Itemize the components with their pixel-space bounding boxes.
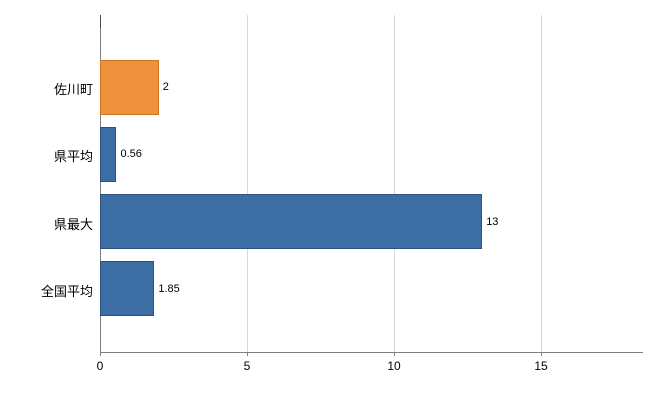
gridline xyxy=(394,15,395,352)
x-tick-label: 10 xyxy=(387,359,401,373)
bar-4 xyxy=(100,261,155,317)
y-axis-line xyxy=(100,15,101,352)
x-tick-label: 0 xyxy=(96,359,104,373)
bar-1 xyxy=(100,59,159,115)
x-tick-label: 15 xyxy=(534,359,548,373)
bar-3 xyxy=(100,194,483,250)
bar-2 xyxy=(100,126,117,182)
category-label: 県最大 xyxy=(53,216,93,232)
x-axis-tick xyxy=(100,352,101,356)
category-label: 佐川町 xyxy=(53,82,93,97)
category-label: 県平均 xyxy=(53,149,93,165)
y-axis-top-tick xyxy=(100,15,101,28)
x-tick-label: 5 xyxy=(243,359,251,373)
category-label: 全国平均 xyxy=(40,283,93,299)
gridline xyxy=(247,15,248,352)
value-label: 2 xyxy=(162,81,169,93)
x-axis-tick xyxy=(247,352,248,356)
x-axis-line xyxy=(100,352,643,353)
value-label: 0.56 xyxy=(120,148,142,161)
value-label: 13 xyxy=(486,215,499,228)
x-axis-tick xyxy=(394,352,395,356)
value-label: 1.85 xyxy=(158,282,180,295)
x-axis-tick xyxy=(541,352,542,356)
gridline xyxy=(541,15,542,352)
